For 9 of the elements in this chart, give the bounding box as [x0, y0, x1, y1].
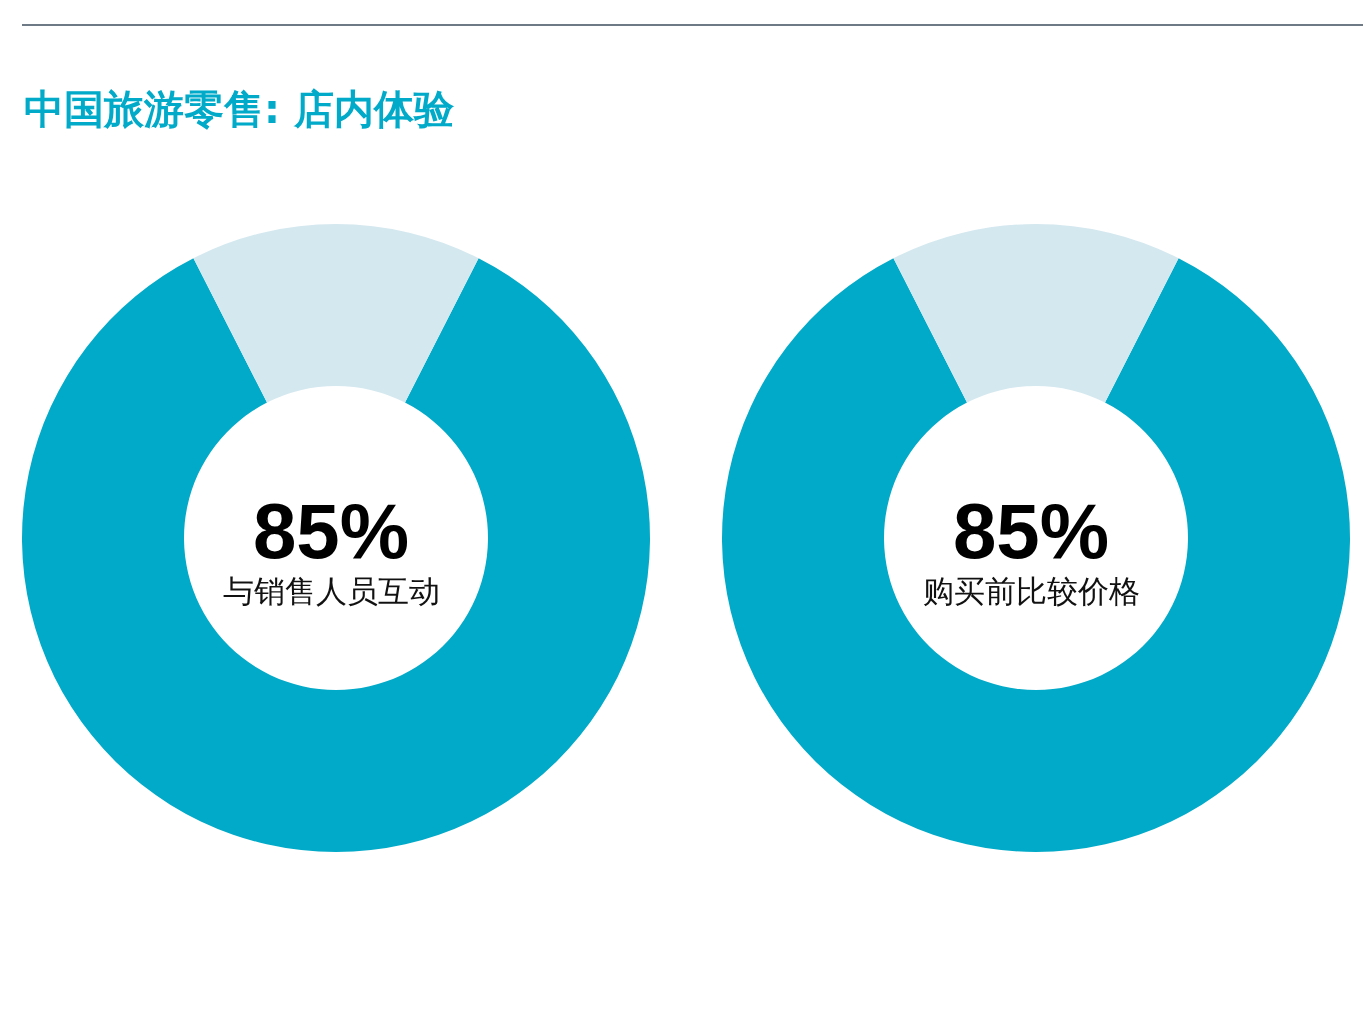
- donut-slice: [722, 258, 1350, 852]
- donut-slice: [193, 224, 479, 403]
- data-label: 85%: [952, 487, 1110, 575]
- slice-label: 与销售人员互动: [222, 573, 440, 609]
- donut-slice: [893, 224, 1179, 403]
- data-label: 85%: [252, 487, 410, 575]
- slice-label: 购买前比较价格: [922, 573, 1140, 609]
- chart-title: 中国旅游零售: 店内体验: [24, 86, 455, 132]
- donut-slice: [22, 258, 650, 852]
